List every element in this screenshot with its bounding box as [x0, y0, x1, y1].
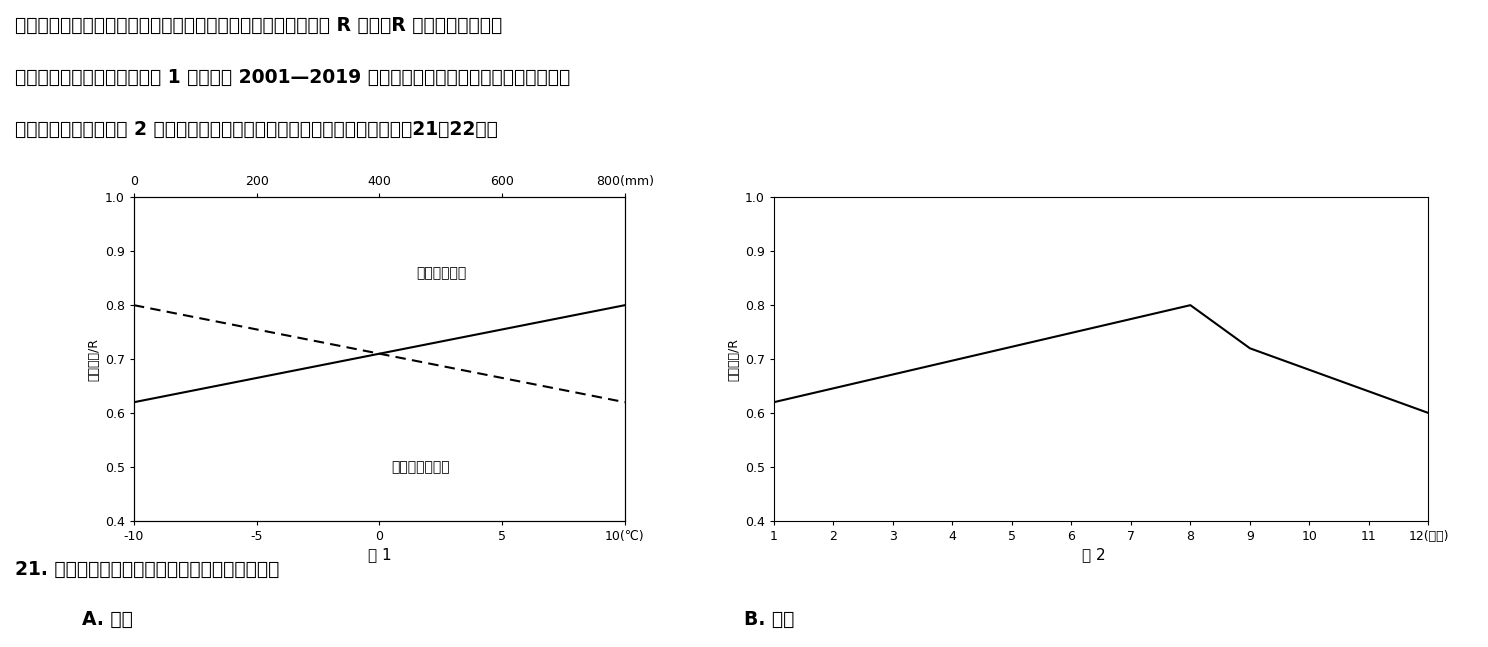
Text: 降水蒸散发指数的比値）。图 1 是蒙古国 2001—2019 年多年平均气温、多年平均降水量与敏感: 降水蒸散发指数的比値）。图 1 是蒙古国 2001—2019 年多年平均气温、多… [15, 68, 570, 87]
Text: 多年平均降水量: 多年平均降水量 [391, 460, 451, 474]
Text: 系数的趋势统计图，图 2 是蒙古国不同月份与敏感系数趋势统计图。据此完成21～22题。: 系数的趋势统计图，图 2 是蒙古国不同月份与敏感系数趋势统计图。据此完成21～2… [15, 120, 498, 138]
Text: A. 春季: A. 春季 [82, 609, 132, 628]
Text: 多年平均气温: 多年平均气温 [417, 266, 467, 280]
Text: 图 2: 图 2 [1082, 547, 1106, 562]
Text: 21. 蒙古国植被总体上对干旱响应最敏感的季节是: 21. 蒙古国植被总体上对干旱响应最敏感的季节是 [15, 560, 280, 578]
Text: 分区域植被生长受干旱影响较强，其对干旱响应的敏感性用系数 R 表示（R 等于植被覆盖度和: 分区域植被生长受干旱影响较强，其对干旱响应的敏感性用系数 R 表示（R 等于植被… [15, 16, 501, 35]
Text: B. 夏季: B. 夏季 [744, 609, 795, 628]
Y-axis label: 相关系数/R: 相关系数/R [88, 338, 101, 380]
Text: 图 1: 图 1 [368, 547, 391, 562]
Y-axis label: 相关系数/R: 相关系数/R [728, 338, 741, 380]
